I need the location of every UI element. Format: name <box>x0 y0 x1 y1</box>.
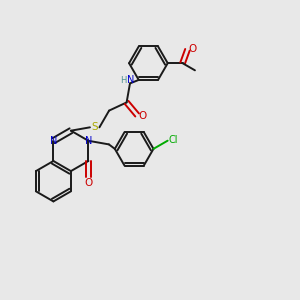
Text: N: N <box>85 136 92 146</box>
Text: N: N <box>127 75 134 85</box>
Text: H: H <box>120 76 127 85</box>
Text: S: S <box>92 122 98 132</box>
Text: O: O <box>138 111 147 122</box>
Text: N: N <box>50 136 57 146</box>
Text: Cl: Cl <box>169 135 178 145</box>
Text: O: O <box>84 178 92 188</box>
Text: O: O <box>188 44 196 54</box>
